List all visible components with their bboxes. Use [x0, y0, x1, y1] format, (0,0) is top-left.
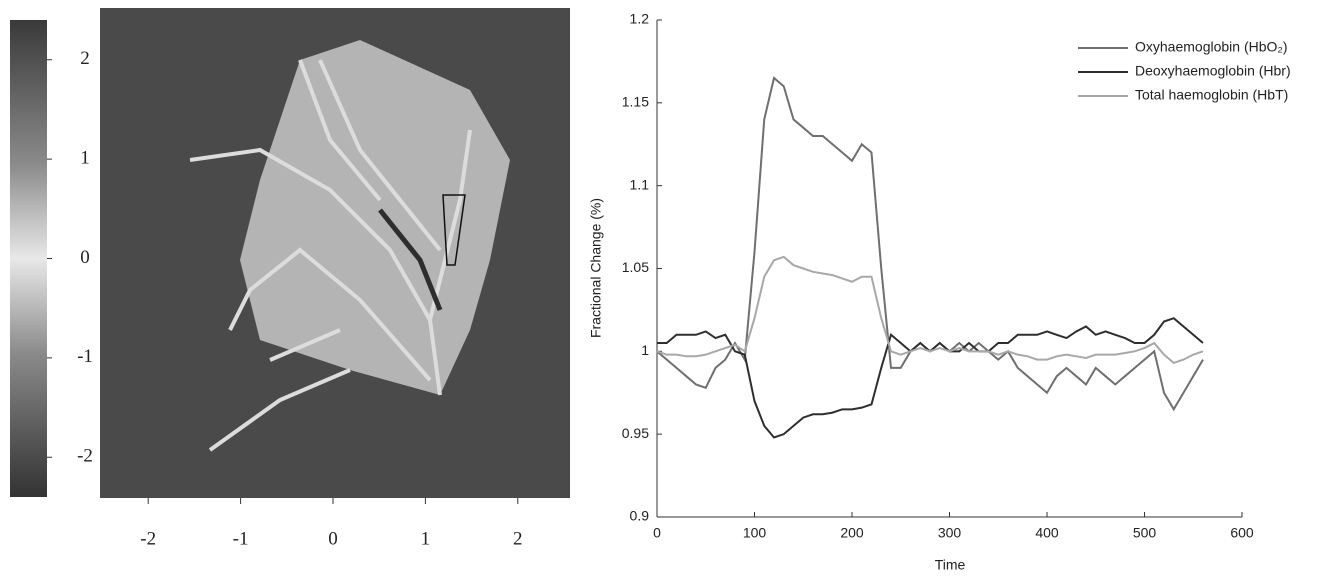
colorbar — [10, 20, 47, 497]
x-axis-label: Time — [935, 557, 966, 573]
x-tick-label: -1 — [233, 528, 249, 549]
y-tick-label: 0.95 — [622, 425, 649, 441]
x-tick-label: -2 — [140, 528, 156, 549]
x-tick-label: 0 — [653, 525, 661, 541]
colorbar-tick-label: -2 — [77, 446, 93, 467]
y-axis-label: Fractional Change (%) — [588, 198, 604, 338]
x-tick-label: 400 — [1035, 525, 1059, 541]
x-tick-label: 500 — [1133, 525, 1157, 541]
x-tick-label: 2 — [513, 528, 523, 549]
legend-label: Oxyhaemoglobin (HbO₂) — [1135, 39, 1288, 55]
colorbar-tick-label: -1 — [77, 346, 93, 367]
legend-label: Deoxyhaemoglobin (Hbr) — [1135, 63, 1291, 79]
legend-label: Total haemoglobin (HbT) — [1135, 87, 1288, 103]
y-tick-label: 1.1 — [630, 176, 650, 192]
colorbar-tick-label: 1 — [80, 147, 90, 168]
x-tick-label: 200 — [840, 525, 864, 541]
data-line — [657, 317, 1204, 439]
colorbar-tick-label: 2 — [80, 48, 90, 69]
vessel-image — [100, 8, 570, 498]
x-tick-label: 1 — [421, 528, 431, 549]
data-line — [656, 76, 1204, 412]
x-tick-label: 100 — [743, 525, 767, 541]
x-tick-label: 300 — [938, 525, 962, 541]
y-tick-label: 1.15 — [622, 94, 649, 110]
x-tick-label: 0 — [328, 528, 338, 549]
y-tick-label: 0.9 — [630, 508, 650, 524]
x-tick-label: 600 — [1230, 525, 1254, 541]
y-tick-label: 1.2 — [630, 11, 650, 27]
y-tick-label: 1.05 — [622, 259, 649, 275]
y-tick-label: 1 — [641, 342, 649, 358]
data-line — [656, 255, 1204, 365]
colorbar-tick-label: 0 — [80, 247, 90, 268]
